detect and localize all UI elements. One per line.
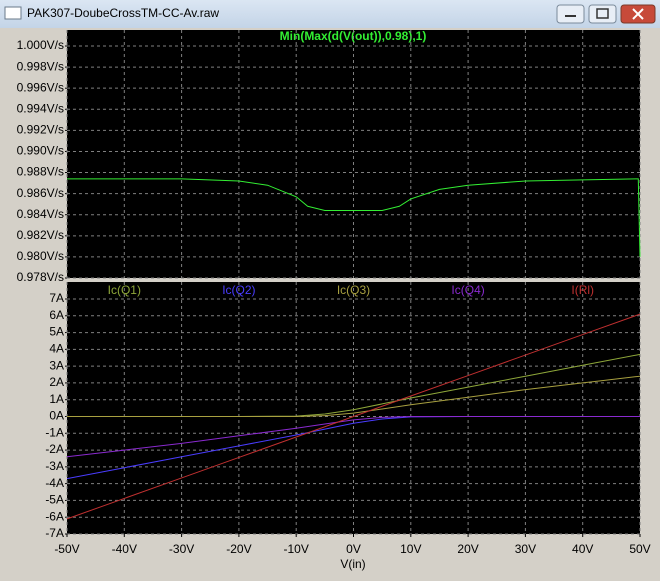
x-tick-label: 20V: [457, 542, 478, 556]
x-tick-label: -50V: [54, 542, 79, 556]
x-tick-label: -40V: [112, 542, 137, 556]
y-tick-label: 0.978V/s: [17, 270, 64, 284]
x-tick-label: -10V: [284, 542, 309, 556]
close-icon: [632, 8, 644, 20]
y-tick-label: -4A: [45, 476, 64, 490]
y-tick-label: 0.986V/s: [17, 186, 64, 200]
y-tick-label: 5A: [49, 325, 64, 339]
data-line: [66, 416, 640, 458]
title-bar: [0, 0, 660, 28]
maximize-icon: [596, 8, 609, 19]
y-tick-label: 0.990V/s: [17, 144, 64, 158]
app-icon: [4, 6, 22, 20]
y-tick-label: 0.992V/s: [17, 123, 64, 137]
y-tick-label: 0.994V/s: [17, 101, 64, 115]
y-tick-label: 0.980V/s: [17, 249, 64, 263]
window-title: PAK307-DoubeCrossTM-CC-Av.raw: [27, 6, 219, 20]
x-tick-label: -30V: [169, 542, 194, 556]
y-tick-label: 6A: [49, 308, 64, 322]
minimize-button[interactable]: [556, 4, 585, 24]
legend-entry: Ic(Q1): [108, 283, 141, 297]
x-tick-label: 50V: [629, 542, 650, 556]
y-tick-label: 0.998V/s: [17, 59, 64, 73]
y-tick-label: 1A: [49, 392, 64, 406]
y-tick-label: 4A: [49, 342, 64, 356]
legend-entry: Ic(Q4): [451, 283, 484, 297]
y-tick-label: 7A: [49, 291, 64, 305]
y-tick-label: 2A: [49, 375, 64, 389]
y-tick-label: -5A: [45, 493, 64, 507]
y-tick-label: 0.982V/s: [17, 228, 64, 242]
y-tick-label: -2A: [45, 442, 64, 456]
x-tick-label: 0V: [346, 542, 361, 556]
x-axis-label: V(in): [340, 557, 365, 571]
y-tick-label: -6A: [45, 509, 64, 523]
x-tick-label: -20V: [226, 542, 251, 556]
y-tick-label: 3A: [49, 358, 64, 372]
data-line: [66, 313, 641, 520]
x-tick-label: 30V: [515, 542, 536, 556]
y-tick-label: 0.996V/s: [17, 80, 64, 94]
maximize-button[interactable]: [588, 4, 617, 24]
legend-entry: Ic(Q2): [222, 283, 255, 297]
legend-entry: I(Rl): [571, 283, 594, 297]
y-tick-label: 0.984V/s: [17, 207, 64, 221]
y-tick-label: 1.000V/s: [17, 38, 64, 52]
x-tick-label: 10V: [400, 542, 421, 556]
data-line: [67, 178, 641, 257]
data-line: [67, 375, 641, 417]
y-tick-label: -7A: [45, 526, 64, 540]
y-tick-label: 0A: [49, 409, 64, 423]
y-tick-label: 0.988V/s: [17, 165, 64, 179]
y-tick-label: -3A: [45, 459, 64, 473]
legend-entry: Ic(Q3): [337, 283, 370, 297]
x-tick-label: 40V: [572, 542, 593, 556]
y-tick-label: -1A: [45, 425, 64, 439]
